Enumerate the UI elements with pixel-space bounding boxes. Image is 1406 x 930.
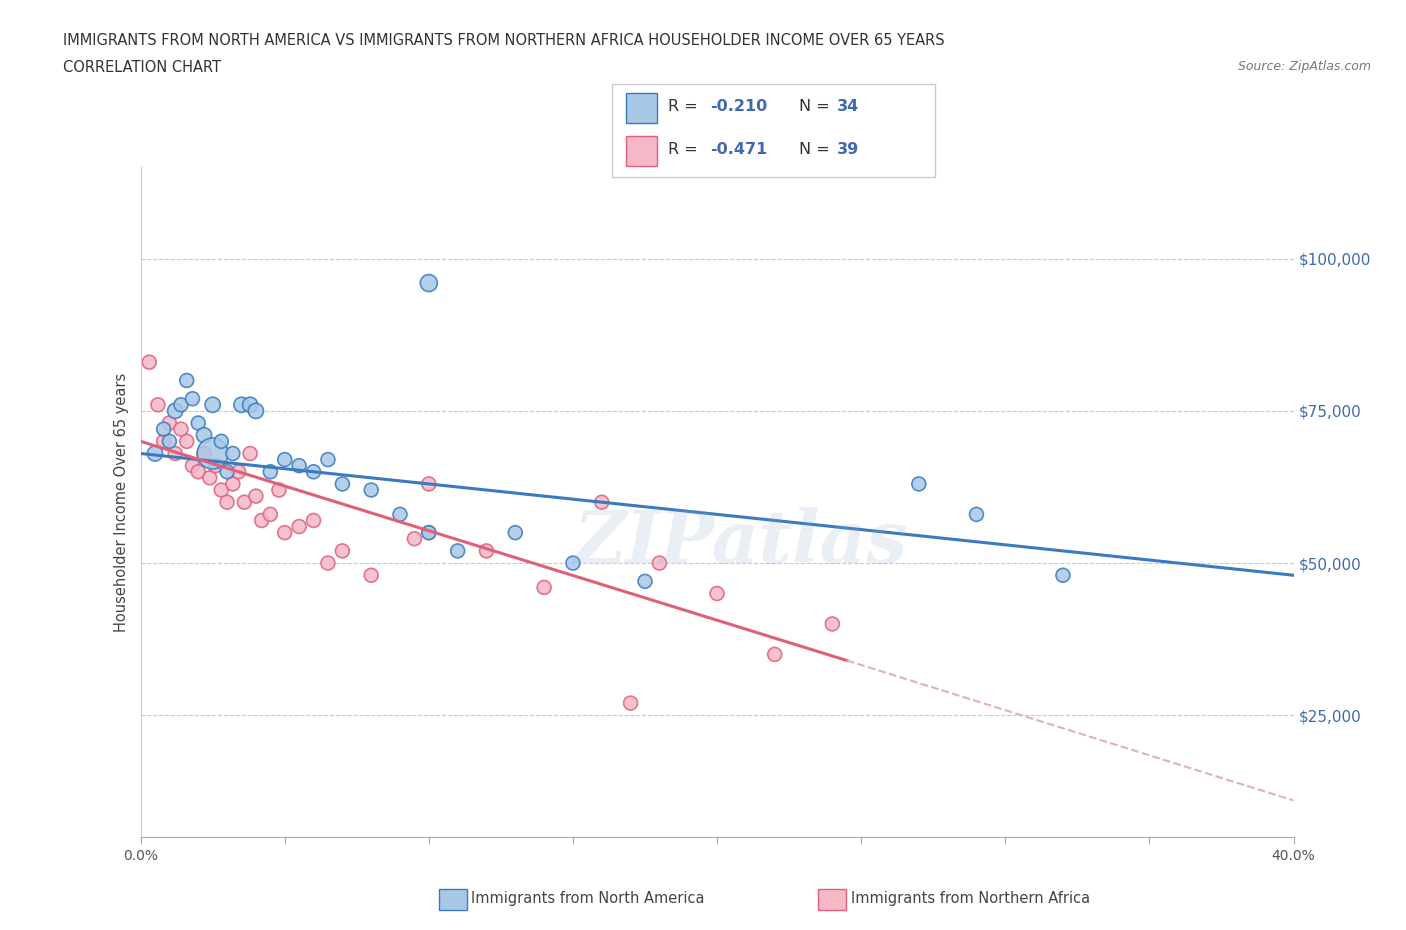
Point — [233, 495, 256, 510]
Text: CORRELATION CHART: CORRELATION CHART — [63, 60, 221, 75]
Point — [239, 446, 262, 461]
Text: 34: 34 — [837, 100, 859, 114]
Point — [143, 446, 166, 461]
Point — [187, 464, 209, 479]
Point — [475, 543, 498, 558]
Point — [165, 404, 187, 418]
Point — [170, 421, 193, 436]
Point — [259, 507, 281, 522]
Point — [193, 446, 215, 461]
Point — [316, 555, 339, 570]
Point — [763, 647, 786, 662]
Point — [159, 416, 180, 431]
Point — [388, 507, 411, 522]
Point — [201, 446, 224, 461]
Point — [418, 275, 440, 290]
Point — [274, 452, 297, 467]
Text: R =: R = — [668, 142, 703, 157]
Point — [821, 617, 844, 631]
Point — [204, 458, 226, 473]
Point — [159, 434, 180, 449]
Point — [138, 354, 160, 369]
Point — [217, 464, 239, 479]
Point — [418, 476, 440, 491]
Point — [274, 525, 297, 540]
Text: Immigrants from North America: Immigrants from North America — [471, 891, 704, 906]
Point — [250, 513, 273, 528]
Point — [170, 397, 193, 412]
Point — [201, 397, 224, 412]
Point — [198, 471, 221, 485]
Point — [591, 495, 613, 510]
Text: N =: N = — [799, 142, 835, 157]
Point — [245, 488, 267, 503]
Point — [231, 397, 253, 412]
Point — [908, 476, 931, 491]
Point — [965, 507, 987, 522]
Text: N =: N = — [799, 100, 835, 114]
Text: R =: R = — [668, 100, 703, 114]
Point — [239, 397, 262, 412]
Point — [418, 525, 440, 540]
Point — [152, 421, 174, 436]
Point — [332, 476, 354, 491]
Point — [562, 555, 585, 570]
Point — [217, 495, 239, 510]
Point — [1052, 568, 1074, 583]
Point — [288, 458, 311, 473]
Point — [302, 513, 325, 528]
Point — [360, 568, 382, 583]
Point — [209, 434, 232, 449]
Point — [634, 574, 657, 589]
Point — [648, 555, 671, 570]
Point — [332, 543, 354, 558]
Point — [706, 586, 728, 601]
Point — [152, 434, 174, 449]
Point — [302, 464, 325, 479]
Point — [222, 446, 245, 461]
Text: IMMIGRANTS FROM NORTH AMERICA VS IMMIGRANTS FROM NORTHERN AFRICA HOUSEHOLDER INC: IMMIGRANTS FROM NORTH AMERICA VS IMMIGRA… — [63, 33, 945, 47]
Point — [267, 483, 290, 498]
Point — [146, 397, 169, 412]
Point — [619, 696, 641, 711]
Point — [176, 434, 198, 449]
Text: Immigrants from Northern Africa: Immigrants from Northern Africa — [851, 891, 1090, 906]
Text: 39: 39 — [837, 142, 859, 157]
Point — [245, 404, 267, 418]
Point — [181, 458, 204, 473]
Point — [193, 428, 215, 443]
Point — [503, 525, 526, 540]
Text: Source: ZipAtlas.com: Source: ZipAtlas.com — [1237, 60, 1371, 73]
Point — [418, 525, 440, 540]
Point — [228, 464, 250, 479]
Text: -0.471: -0.471 — [710, 142, 768, 157]
Point — [209, 483, 232, 498]
Point — [259, 464, 281, 479]
Text: ZIPatlas: ZIPatlas — [574, 507, 907, 578]
Point — [176, 373, 198, 388]
Point — [222, 476, 245, 491]
Text: -0.210: -0.210 — [710, 100, 768, 114]
Point — [404, 531, 426, 546]
Point — [316, 452, 339, 467]
Point — [360, 483, 382, 498]
Point — [181, 392, 204, 406]
Y-axis label: Householder Income Over 65 years: Householder Income Over 65 years — [114, 373, 129, 631]
Point — [447, 543, 470, 558]
Point — [187, 416, 209, 431]
Point — [165, 446, 187, 461]
Point — [533, 580, 555, 595]
Point — [288, 519, 311, 534]
